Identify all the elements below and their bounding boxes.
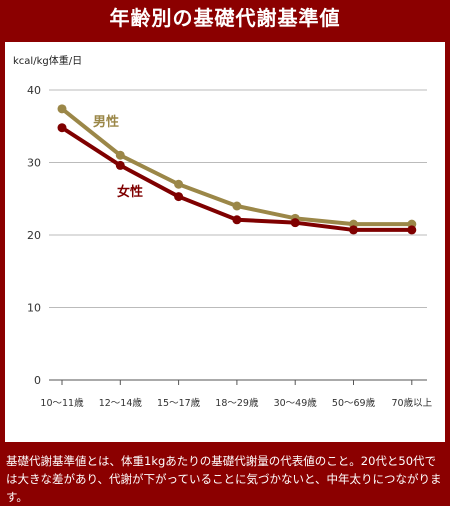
y-tick-label: 30: [27, 157, 41, 170]
data-point: [115, 150, 125, 160]
x-tick-label: 70歳以上: [392, 397, 433, 409]
line-chart: kcal/kg体重/日 0 10 20 30 40 10〜11歳 12〜14歳 15〜17歳 18…: [13, 54, 433, 409]
data-point: [232, 215, 242, 225]
y-tick-label: 40: [27, 84, 41, 97]
series-label-male: 男性: [93, 114, 119, 130]
series-line-female: [60, 126, 412, 232]
data-point: [57, 104, 67, 114]
data-point: [57, 123, 67, 133]
data-point: [232, 201, 242, 211]
x-tick-label: 30〜49歳: [274, 397, 318, 409]
y-tick-label: 20: [27, 229, 41, 242]
x-tick-label: 50〜69歳: [332, 397, 376, 409]
data-point: [407, 225, 417, 235]
data-point: [115, 160, 125, 170]
y-unit-label: kcal/kg体重/日: [13, 54, 82, 67]
series-label-female: 女性: [117, 184, 143, 200]
chart-panel: kcal/kg体重/日 0 10 20 30 40 10〜11歳 12〜14歳 15〜17歳 18…: [5, 42, 445, 442]
y-tick-label: 0: [34, 374, 41, 387]
x-tick-label: 10〜11歳: [40, 397, 84, 409]
y-tick-label: 10: [27, 302, 41, 315]
x-tick-label: 12〜14歳: [99, 397, 143, 409]
data-point: [290, 218, 300, 228]
x-tick-label: 18〜29歳: [215, 397, 259, 409]
page-title: 年齢別の基礎代謝基準値: [109, 6, 341, 30]
data-point: [174, 179, 184, 189]
x-tick-label: 15〜17歳: [157, 397, 201, 409]
data-point: [349, 225, 358, 235]
data-point: [174, 192, 184, 202]
